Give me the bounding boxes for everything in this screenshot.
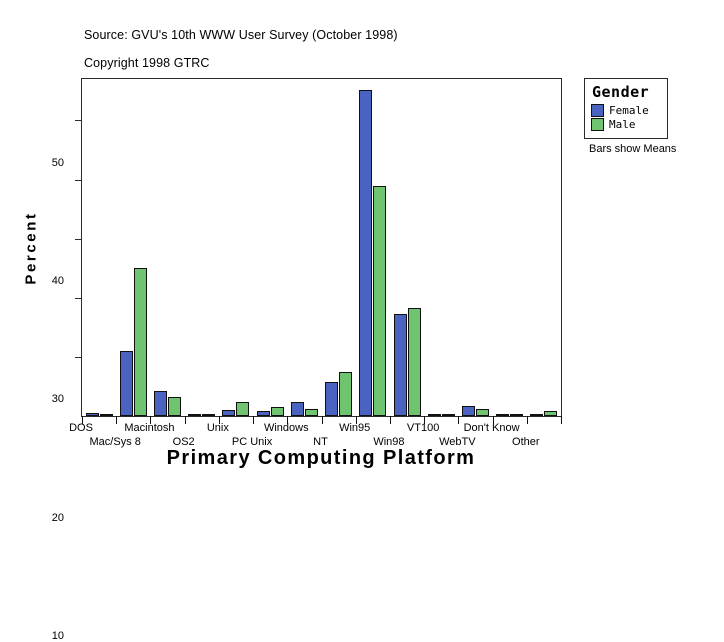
x-axis-tick bbox=[492, 416, 494, 424]
x-axis-tick-label: Win95 bbox=[339, 422, 371, 434]
bar-male[interactable] bbox=[441, 414, 455, 416]
bar-male[interactable] bbox=[544, 411, 558, 416]
x-axis-tick-label: Unix bbox=[206, 422, 229, 434]
legend-title: Gender bbox=[592, 83, 650, 101]
bar-male[interactable] bbox=[475, 408, 489, 416]
bar-female[interactable] bbox=[188, 414, 202, 416]
legend-label-male: Male bbox=[609, 118, 636, 131]
source-line: Source: GVU's 10th WWW User Survey (Octo… bbox=[84, 28, 398, 42]
bar-male[interactable] bbox=[270, 406, 284, 416]
x-axis-tick bbox=[526, 416, 528, 424]
bar-female[interactable] bbox=[325, 381, 339, 416]
bar-group bbox=[356, 89, 390, 416]
bar-male[interactable] bbox=[304, 408, 318, 416]
bar-female[interactable] bbox=[222, 410, 236, 416]
bar-group bbox=[527, 411, 561, 416]
bars-show-means-note: Bars show Means bbox=[589, 143, 677, 155]
x-axis-tick-label: Other bbox=[512, 436, 540, 448]
bar-group bbox=[458, 405, 492, 416]
y-axis-tick: 50 bbox=[52, 120, 82, 169]
x-axis-tick-label: WebTV bbox=[439, 436, 476, 448]
bar-group bbox=[287, 402, 321, 416]
bar-female[interactable] bbox=[154, 391, 168, 416]
y-axis-tick: 10 bbox=[52, 356, 82, 642]
x-axis-tick bbox=[150, 416, 152, 424]
bar-male[interactable] bbox=[373, 186, 387, 416]
legend-item-male[interactable]: Male bbox=[591, 118, 661, 131]
bar-female[interactable] bbox=[256, 411, 270, 416]
bar-male[interactable] bbox=[202, 414, 216, 416]
y-axis-tick-label: 20 bbox=[51, 511, 64, 524]
bar-female[interactable] bbox=[290, 402, 304, 416]
bar-group bbox=[253, 406, 287, 416]
legend-swatch-female-icon bbox=[591, 104, 604, 117]
x-axis-tick-label: Macintosh bbox=[124, 422, 175, 434]
x-axis-tick-label: Win98 bbox=[373, 436, 405, 448]
x-axis-tick bbox=[184, 416, 186, 424]
x-axis-tick bbox=[355, 416, 357, 424]
y-axis-tick-label: 50 bbox=[51, 156, 64, 169]
x-axis-tick bbox=[287, 416, 289, 424]
x-axis-tick bbox=[424, 416, 426, 424]
y-axis-tick-label: 40 bbox=[51, 275, 64, 287]
bar-group bbox=[424, 414, 458, 416]
bar-group bbox=[493, 413, 527, 416]
bar-male[interactable] bbox=[339, 371, 353, 416]
x-axis-tick-label: Don't Know bbox=[463, 422, 520, 434]
y-axis-tick: 20 bbox=[52, 297, 82, 524]
x-axis-tick-label: DOS bbox=[69, 422, 93, 434]
y-axis-tick: 40 bbox=[52, 179, 82, 287]
legend-swatch-male-icon bbox=[591, 118, 604, 131]
x-axis-tick bbox=[561, 416, 562, 424]
legend: Gender Female Male bbox=[584, 78, 668, 139]
y-axis-tick: 30 bbox=[52, 238, 82, 405]
bar-female[interactable] bbox=[393, 313, 407, 416]
bar-male[interactable] bbox=[510, 414, 524, 416]
bar-female[interactable] bbox=[119, 350, 133, 416]
x-axis-tick-label: Mac/Sys 8 bbox=[89, 436, 141, 448]
bar-female[interactable] bbox=[461, 405, 475, 416]
legend-label-female: Female bbox=[609, 104, 649, 117]
y-axis-tick-label: 30 bbox=[51, 393, 64, 406]
bar-male[interactable] bbox=[407, 307, 421, 416]
bar-male[interactable] bbox=[133, 268, 147, 416]
bar-group bbox=[150, 391, 184, 416]
x-axis-tick-label: OS2 bbox=[172, 436, 195, 448]
bar-female[interactable] bbox=[85, 413, 99, 416]
bar-group bbox=[322, 371, 356, 416]
bar-female[interactable] bbox=[359, 89, 373, 416]
x-axis-tick bbox=[82, 416, 83, 424]
bar-male[interactable] bbox=[168, 397, 182, 416]
legend-item-female[interactable]: Female bbox=[591, 104, 661, 117]
x-axis-tick-label: VT100 bbox=[406, 422, 440, 434]
bar-female[interactable] bbox=[530, 414, 544, 416]
bar-male[interactable] bbox=[236, 402, 250, 416]
x-axis-tick-label: Windows bbox=[263, 422, 309, 434]
plot-area: 10 20 30 40 50 bbox=[52, 79, 562, 642]
plot-frame: 10 20 30 40 50 bbox=[52, 78, 562, 642]
x-axis-tick bbox=[116, 416, 118, 424]
x-axis-tick bbox=[321, 416, 323, 424]
bar-group bbox=[219, 402, 253, 416]
bar-male[interactable] bbox=[99, 414, 113, 416]
bar-group bbox=[185, 414, 219, 416]
x-axis-title: Primary Computing Platform bbox=[166, 447, 476, 469]
x-axis-tick bbox=[253, 416, 255, 424]
y-axis-title: Percent bbox=[22, 211, 40, 285]
x-axis-tick bbox=[458, 416, 460, 424]
y-axis-tick-label: 10 bbox=[51, 629, 64, 642]
bar-female[interactable] bbox=[496, 413, 510, 416]
x-axis-tick bbox=[218, 416, 220, 424]
x-axis-tick-label: PC Unix bbox=[231, 436, 273, 448]
x-axis-tick bbox=[389, 416, 391, 424]
bar-group bbox=[390, 307, 424, 416]
bar-group bbox=[116, 268, 150, 416]
x-axis-tick-label: NT bbox=[313, 436, 328, 448]
bar-female[interactable] bbox=[427, 414, 441, 416]
copyright-line: Copyright 1998 GTRC bbox=[84, 56, 210, 70]
bar-group bbox=[82, 413, 116, 416]
